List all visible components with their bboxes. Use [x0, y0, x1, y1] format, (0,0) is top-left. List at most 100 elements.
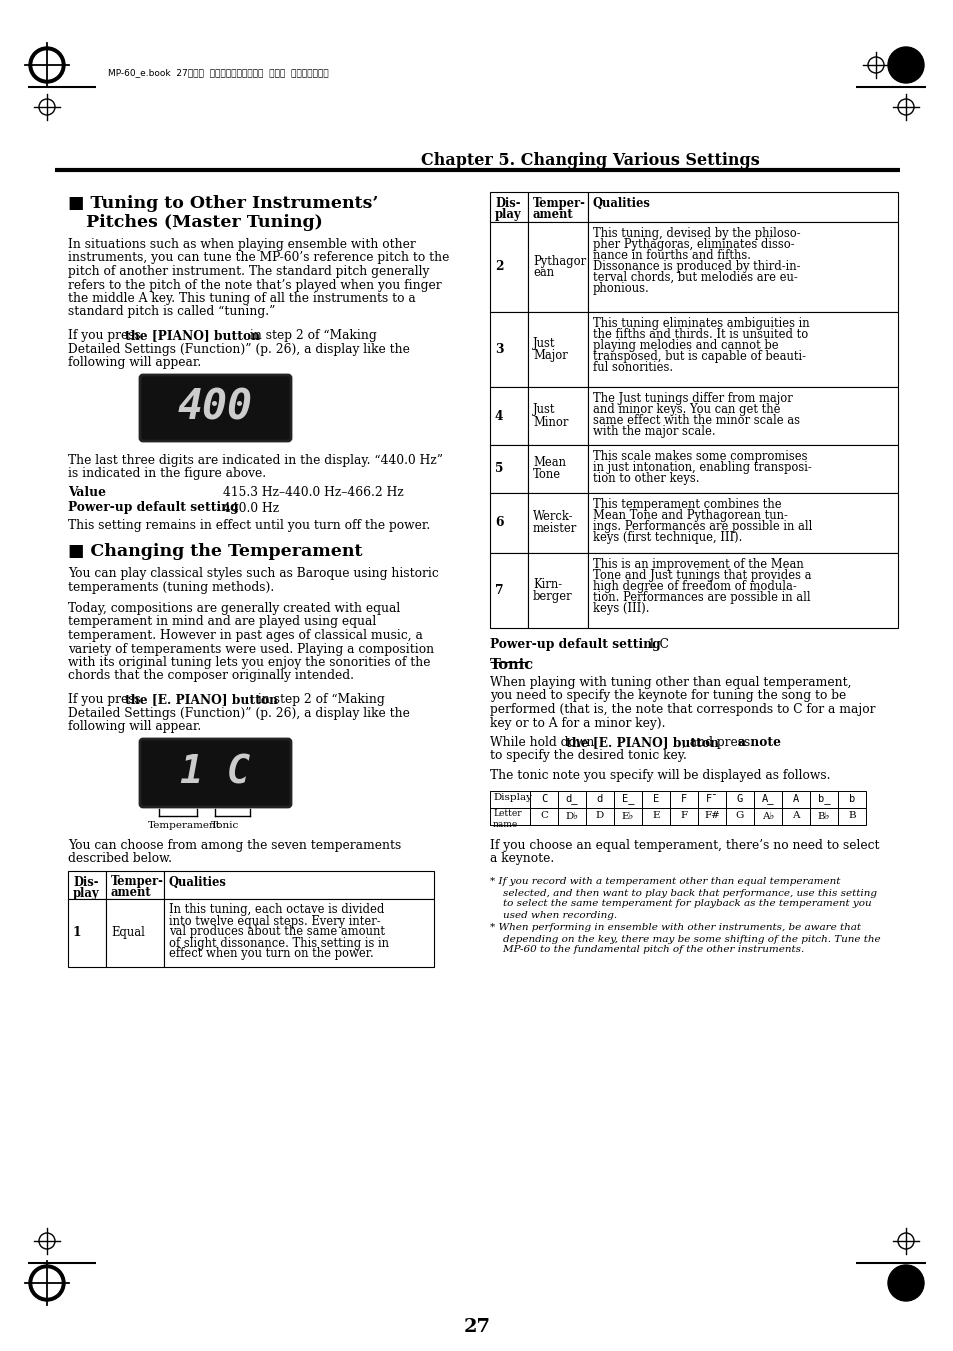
- Text: to select the same temperament for playback as the temperament you: to select the same temperament for playb…: [490, 900, 871, 908]
- Text: F: F: [679, 812, 687, 820]
- Text: Display: Display: [493, 793, 532, 801]
- Text: a keynote.: a keynote.: [490, 852, 554, 865]
- Text: F: F: [680, 794, 686, 804]
- Bar: [725, 790, 753, 808]
- Bar: [753, 808, 781, 824]
- Text: 4: 4: [495, 409, 503, 423]
- Text: ament: ament: [533, 208, 573, 222]
- Text: Dis-: Dis-: [73, 875, 98, 889]
- Text: * If you record with a temperament other than equal temperament: * If you record with a temperament other…: [490, 878, 840, 886]
- Bar: [490, 790, 530, 824]
- Text: Letter
name: Letter name: [493, 809, 521, 830]
- Text: The last three digits are indicated in the display. “440.0 Hz”: The last three digits are indicated in t…: [68, 454, 442, 467]
- Text: B: B: [847, 812, 855, 820]
- Text: used when recording.: used when recording.: [490, 911, 617, 920]
- Bar: [725, 808, 753, 824]
- Text: Power-up default setting: Power-up default setting: [68, 501, 238, 515]
- Text: into twelve equal steps. Every inter-: into twelve equal steps. Every inter-: [169, 915, 380, 928]
- Text: A_: A_: [760, 793, 774, 804]
- Text: 400: 400: [178, 386, 253, 430]
- Text: play: play: [495, 208, 521, 222]
- Text: Temper-: Temper-: [111, 875, 164, 889]
- Text: The Just tunings differ from major: The Just tunings differ from major: [593, 392, 792, 405]
- Text: a note: a note: [738, 736, 781, 748]
- Text: E♭: E♭: [621, 812, 634, 820]
- Text: 3: 3: [495, 343, 503, 357]
- Bar: [587, 444, 897, 493]
- Bar: [641, 790, 669, 808]
- Text: temperament. However in past ages of classical music, a: temperament. However in past ages of cla…: [68, 630, 422, 642]
- Circle shape: [887, 47, 923, 82]
- Text: This tuning eliminates ambiguities in: This tuning eliminates ambiguities in: [593, 317, 809, 330]
- Text: terval chords, but melodies are eu-: terval chords, but melodies are eu-: [593, 272, 797, 284]
- Text: Mean: Mean: [533, 457, 565, 470]
- Bar: [164, 898, 434, 966]
- Bar: [558, 790, 585, 808]
- Text: same effect with the minor scale as: same effect with the minor scale as: [593, 413, 800, 427]
- Text: 7: 7: [495, 584, 503, 597]
- Bar: [527, 192, 587, 222]
- Text: This tuning, devised by the philoso-: This tuning, devised by the philoso-: [593, 227, 800, 240]
- Text: following will appear.: following will appear.: [68, 357, 201, 369]
- Text: ful sonorities.: ful sonorities.: [593, 361, 673, 374]
- Text: , and press: , and press: [681, 736, 753, 748]
- Text: tion. Performances are possible in all: tion. Performances are possible in all: [593, 590, 810, 604]
- Bar: [490, 553, 527, 628]
- Bar: [587, 312, 897, 386]
- Text: with the major scale.: with the major scale.: [593, 426, 715, 438]
- Text: 27: 27: [463, 1319, 490, 1336]
- Text: 5: 5: [495, 462, 503, 476]
- Text: When playing with tuning other than equal temperament,: When playing with tuning other than equa…: [490, 676, 851, 689]
- Text: variety of temperaments were used. Playing a composition: variety of temperaments were used. Playi…: [68, 643, 434, 655]
- Text: described below.: described below.: [68, 852, 172, 866]
- Bar: [585, 790, 614, 808]
- Bar: [585, 808, 614, 824]
- Bar: [527, 386, 587, 444]
- Text: Temper-: Temper-: [533, 197, 585, 209]
- Text: instruments, you can tune the MP-60’s reference pitch to the: instruments, you can tune the MP-60’s re…: [68, 251, 449, 265]
- Text: You can choose from among the seven temperaments: You can choose from among the seven temp…: [68, 839, 401, 852]
- Text: with its original tuning lets you enjoy the sonorities of the: with its original tuning lets you enjoy …: [68, 657, 430, 669]
- Bar: [587, 386, 897, 444]
- Text: G: G: [736, 794, 742, 804]
- Text: Power-up default setting: Power-up default setting: [490, 638, 660, 651]
- Text: You can play classical styles such as Baroque using historic: You can play classical styles such as Ba…: [68, 567, 438, 580]
- Text: Minor: Minor: [533, 416, 568, 428]
- Text: phonious.: phonious.: [593, 282, 649, 295]
- Text: ean: ean: [533, 266, 554, 280]
- Text: transposed, but is capable of beauti-: transposed, but is capable of beauti-: [593, 350, 805, 363]
- Text: d: d: [597, 794, 602, 804]
- Text: Tonic: Tonic: [490, 658, 534, 671]
- Bar: [837, 790, 865, 808]
- Text: d_: d_: [565, 793, 578, 804]
- Circle shape: [887, 1265, 923, 1301]
- Text: berger: berger: [533, 590, 572, 603]
- Text: effect when you turn on the power.: effect when you turn on the power.: [169, 947, 374, 961]
- Bar: [527, 553, 587, 628]
- Text: Qualities: Qualities: [593, 197, 650, 209]
- Text: Today, compositions are generally created with equal: Today, compositions are generally create…: [68, 603, 400, 615]
- Bar: [164, 870, 434, 898]
- Text: Kirn-: Kirn-: [533, 578, 561, 590]
- Text: MP-60 to the fundamental pitch of the other instruments.: MP-60 to the fundamental pitch of the ot…: [490, 946, 803, 955]
- Text: 1 C: 1 C: [647, 638, 668, 651]
- Text: Just: Just: [533, 336, 555, 350]
- Bar: [809, 790, 837, 808]
- Text: While hold down: While hold down: [490, 736, 598, 748]
- Text: you need to specify the keynote for tuning the song to be: you need to specify the keynote for tuni…: [490, 689, 845, 703]
- Text: b_: b_: [817, 793, 829, 804]
- Bar: [809, 808, 837, 824]
- Text: F#: F#: [703, 812, 720, 820]
- Bar: [490, 386, 527, 444]
- Text: E_: E_: [621, 793, 634, 804]
- Text: in step 2 of “Making: in step 2 of “Making: [253, 693, 384, 707]
- Bar: [530, 790, 558, 808]
- Text: 6: 6: [495, 516, 503, 530]
- Text: play: play: [73, 886, 99, 900]
- Text: Pitches (Master Tuning): Pitches (Master Tuning): [86, 213, 322, 231]
- Text: chords that the composer originally intended.: chords that the composer originally inte…: [68, 670, 354, 682]
- Bar: [753, 790, 781, 808]
- Text: keys (first technique, III).: keys (first technique, III).: [593, 531, 741, 544]
- Bar: [698, 808, 725, 824]
- Bar: [669, 790, 698, 808]
